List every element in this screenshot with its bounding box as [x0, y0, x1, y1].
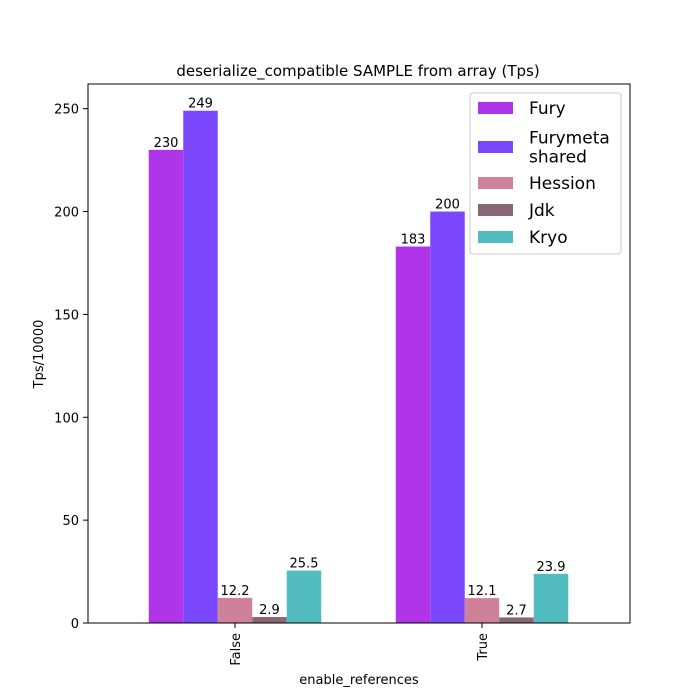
bar-true-2 — [464, 598, 500, 623]
legend-label: Kryo — [529, 228, 568, 248]
x-tick-label: False — [229, 633, 244, 666]
y-tick-label: 150 — [54, 308, 79, 323]
legend-label: Furymeta shared — [529, 129, 610, 168]
bar-false-4 — [286, 570, 322, 623]
bar-true-0 — [395, 246, 431, 624]
y-tick-label: 50 — [62, 514, 79, 529]
bar-false-0 — [148, 149, 184, 623]
y-tick-label: 200 — [54, 206, 79, 221]
bar-false-1 — [183, 110, 218, 624]
legend-swatch — [478, 102, 513, 114]
data-label: 2.9 — [259, 603, 280, 618]
legend-label: Hession — [529, 174, 596, 194]
legend-swatch — [478, 177, 513, 189]
y-axis-label: Tps/10000 — [32, 320, 47, 390]
data-label: 230 — [154, 136, 179, 151]
y-tick-label: 250 — [54, 103, 79, 118]
bar-false-3 — [252, 617, 287, 623]
x-axis-label: enable_references — [299, 673, 419, 688]
bar-true-3 — [499, 617, 534, 623]
data-label: 12.2 — [221, 584, 250, 599]
legend-swatch — [478, 231, 513, 243]
plot-frame — [87, 83, 631, 624]
data-label: 249 — [188, 97, 213, 112]
legend: Fury Furymeta shared Hession Jdk Kryo — [469, 92, 622, 255]
data-label: 23.9 — [537, 560, 566, 575]
data-label: 12.1 — [468, 584, 497, 599]
data-label: 183 — [401, 233, 426, 248]
legend-label: Jdk — [528, 201, 555, 221]
legend-swatch — [478, 141, 513, 153]
y-tick-label: 100 — [54, 411, 79, 426]
legend-swatch — [478, 204, 513, 216]
data-label: 2.7 — [506, 603, 527, 618]
legend-label: Fury — [529, 99, 566, 119]
data-label: 25.5 — [290, 557, 319, 572]
bar-true-4 — [533, 573, 569, 623]
bar-false-2 — [217, 597, 253, 623]
chart-title: deserialize_compatible SAMPLE from array… — [176, 62, 539, 81]
data-label: 200 — [435, 198, 460, 213]
y-tick-label: 0 — [71, 617, 79, 632]
bar-true-1 — [430, 211, 465, 623]
x-tick-label: True — [476, 633, 491, 662]
